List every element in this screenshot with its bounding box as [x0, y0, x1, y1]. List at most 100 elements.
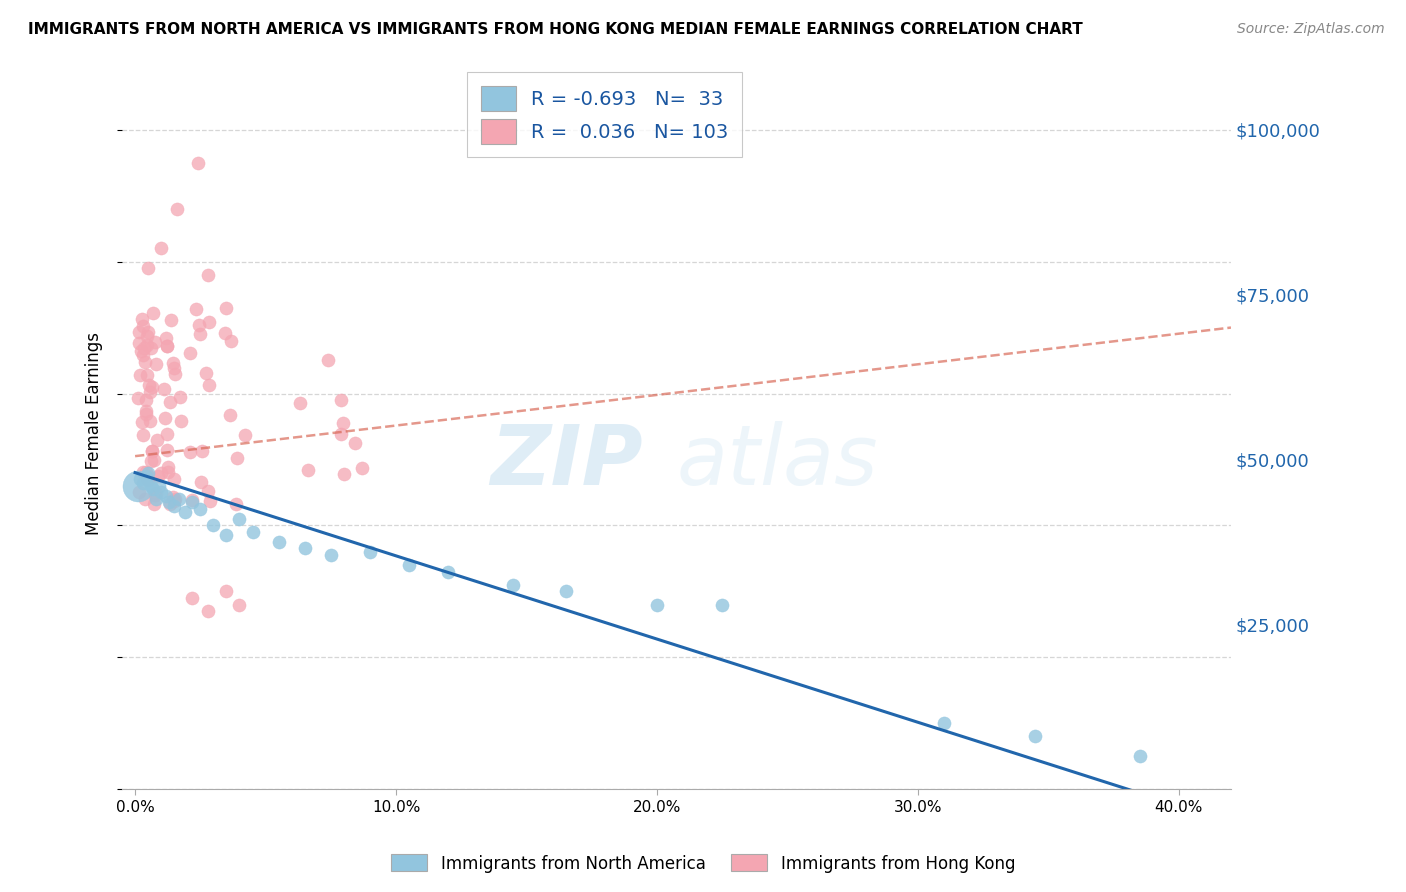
Point	[169, 491, 191, 506]
Point	[159, 497, 181, 511]
Point	[198, 494, 221, 508]
Point	[197, 268, 219, 282]
Point	[554, 584, 576, 599]
Point	[437, 565, 460, 579]
Point	[180, 492, 202, 507]
Point	[194, 366, 217, 380]
Point	[162, 490, 184, 504]
Point	[150, 242, 173, 256]
Point	[145, 486, 167, 500]
Point	[141, 380, 163, 394]
Point	[141, 444, 163, 458]
Point	[136, 469, 159, 483]
Point	[329, 427, 352, 442]
Point	[316, 352, 339, 367]
Point	[228, 598, 250, 612]
Point	[136, 473, 159, 487]
Point	[128, 326, 150, 340]
Point	[142, 482, 165, 496]
Point	[153, 382, 176, 396]
Point	[233, 428, 256, 442]
Point	[143, 334, 166, 349]
Point	[157, 495, 180, 509]
Point	[132, 465, 155, 479]
Point	[148, 479, 170, 493]
Point	[1129, 749, 1152, 764]
Point	[155, 331, 177, 345]
Point	[215, 584, 238, 599]
Point	[219, 408, 242, 422]
Point	[145, 357, 167, 371]
Point	[128, 484, 150, 499]
Point	[187, 155, 209, 169]
Point	[146, 433, 169, 447]
Point	[143, 488, 166, 502]
Point	[153, 411, 176, 425]
Text: IMMIGRANTS FROM NORTH AMERICA VS IMMIGRANTS FROM HONG KONG MEDIAN FEMALE EARNING: IMMIGRANTS FROM NORTH AMERICA VS IMMIGRA…	[28, 22, 1083, 37]
Point	[165, 491, 187, 506]
Point	[139, 341, 162, 355]
Point	[132, 475, 155, 490]
Point	[163, 499, 186, 513]
Point	[149, 466, 172, 480]
Point	[350, 460, 373, 475]
Point	[163, 360, 186, 375]
Point	[135, 465, 157, 479]
Point	[131, 416, 153, 430]
Point	[197, 484, 219, 499]
Point	[197, 604, 219, 618]
Point	[163, 494, 186, 508]
Point	[215, 301, 238, 315]
Point	[645, 598, 668, 612]
Point	[190, 475, 212, 489]
Point	[267, 534, 290, 549]
Text: ZIP: ZIP	[491, 421, 643, 502]
Point	[135, 393, 157, 408]
Point	[135, 404, 157, 418]
Point	[127, 392, 149, 406]
Point	[228, 512, 250, 526]
Point	[333, 467, 356, 481]
Point	[344, 436, 367, 450]
Point	[139, 414, 162, 428]
Point	[188, 318, 211, 333]
Point	[142, 306, 165, 320]
Point	[932, 716, 955, 731]
Point	[179, 445, 201, 459]
Point	[359, 545, 381, 559]
Point	[139, 479, 162, 493]
Point	[215, 528, 238, 542]
Point	[156, 339, 179, 353]
Point	[294, 541, 316, 556]
Legend: Immigrants from North America, Immigrants from Hong Kong: Immigrants from North America, Immigrant…	[384, 847, 1022, 880]
Point	[131, 428, 153, 442]
Point	[132, 318, 155, 333]
Point	[173, 505, 195, 519]
Point	[139, 384, 162, 399]
Point	[319, 548, 342, 562]
Point	[145, 491, 167, 506]
Point	[160, 312, 183, 326]
Point	[136, 261, 159, 276]
Point	[1024, 730, 1046, 744]
Point	[136, 466, 159, 480]
Point	[166, 202, 188, 216]
Point	[288, 395, 311, 409]
Point	[159, 394, 181, 409]
Point	[156, 459, 179, 474]
Point	[150, 485, 173, 500]
Point	[156, 466, 179, 480]
Y-axis label: Median Female Earnings: Median Female Earnings	[86, 332, 103, 534]
Point	[398, 558, 420, 572]
Point	[131, 343, 153, 358]
Point	[129, 368, 152, 383]
Point	[156, 339, 179, 353]
Point	[131, 312, 153, 326]
Point	[135, 329, 157, 343]
Point	[197, 378, 219, 392]
Point	[155, 489, 177, 503]
Point	[330, 392, 353, 407]
Point	[188, 327, 211, 342]
Point	[156, 442, 179, 457]
Point	[163, 472, 186, 486]
